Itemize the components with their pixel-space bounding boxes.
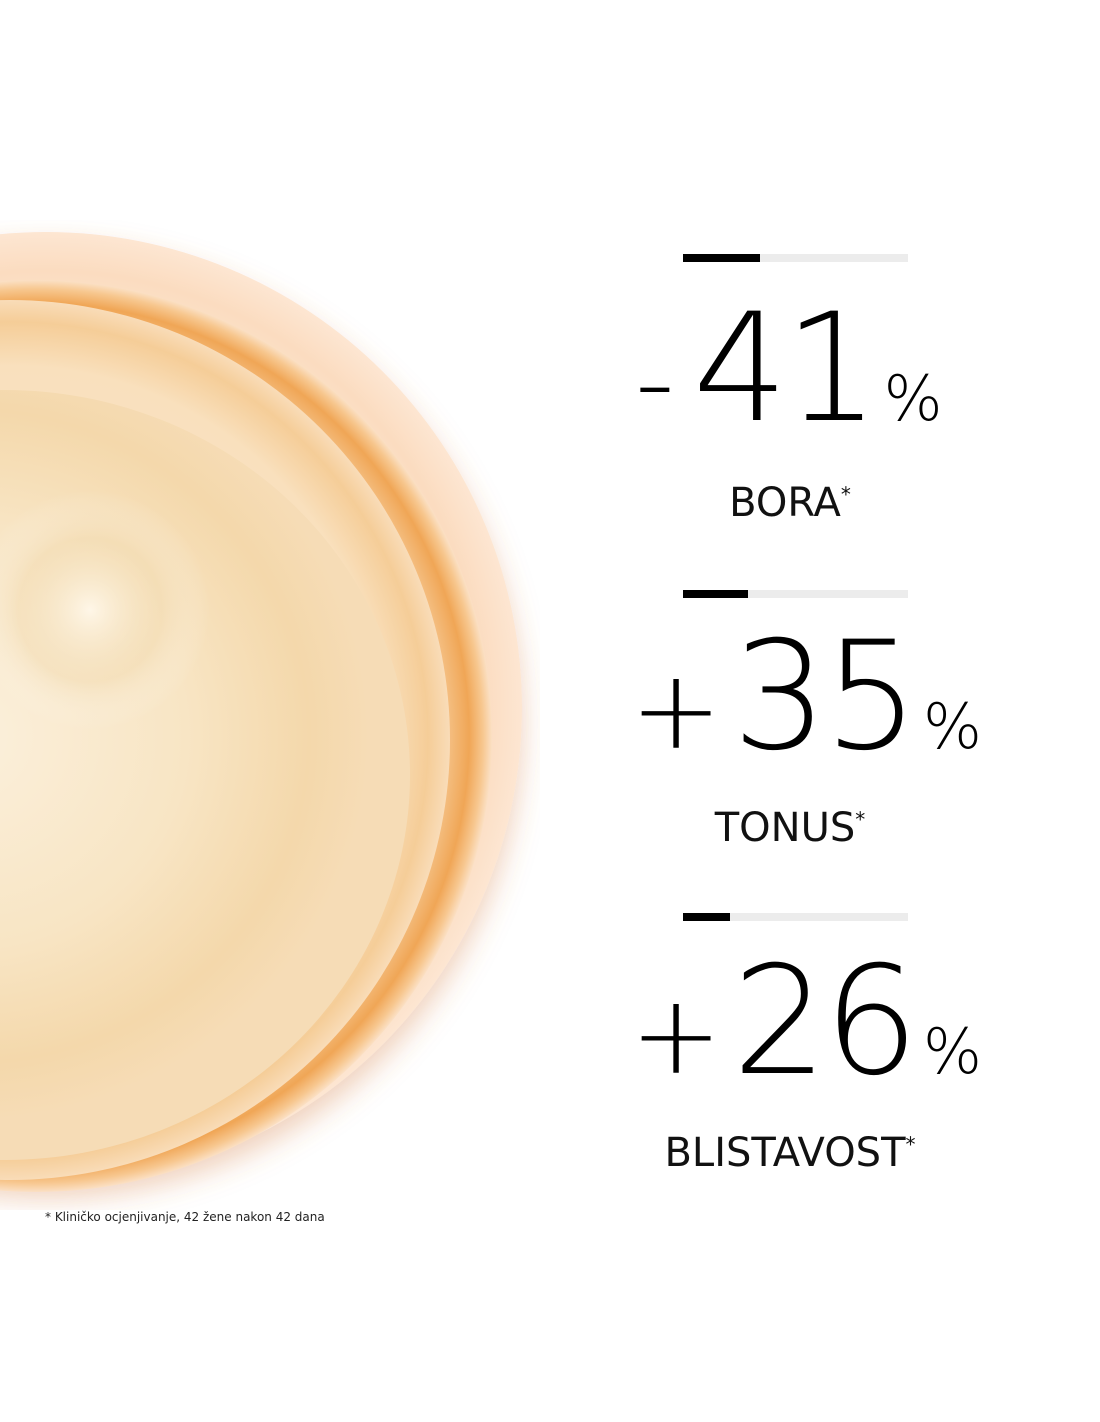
stat-radiance: +26% BLISTAVOST* [630, 913, 990, 1193]
stat-unit: % [923, 690, 982, 763]
progress-bar [683, 590, 908, 598]
stat-value: +26% [630, 935, 982, 1109]
stat-wrinkles: -41% BORA* [630, 252, 990, 532]
progress-bar-fill [683, 913, 731, 921]
stat-label-text: TONUS [714, 805, 856, 851]
footnote-mark: * [840, 482, 851, 507]
stat-value: +35% [630, 610, 982, 784]
stat-sign: - [635, 318, 675, 446]
stat-label-text: BLISTAVOST [664, 1130, 906, 1176]
cream-jar-image [0, 232, 522, 1192]
stat-label: BLISTAVOST* [640, 1130, 940, 1176]
stat-value: -41% [635, 282, 943, 456]
stat-unit: % [923, 1015, 982, 1088]
progress-bar [683, 913, 908, 921]
stat-sign: + [630, 646, 723, 774]
cream-swirl [0, 490, 210, 730]
progress-bar-fill [683, 590, 749, 598]
stat-label-text: BORA [729, 480, 841, 526]
footnote: * Kliničko ocjenjivanje, 42 žene nakon 4… [45, 1210, 325, 1224]
progress-bar [683, 254, 908, 262]
progress-bar-fill [683, 254, 760, 262]
stat-number: 35 [732, 610, 919, 784]
footnote-mark: * [855, 807, 866, 832]
stat-number: 26 [732, 935, 919, 1109]
stat-label: TONUS* [630, 805, 950, 851]
stat-unit: % [883, 362, 943, 435]
stat-label: BORA* [630, 480, 950, 526]
footnote-mark: * [905, 1132, 916, 1157]
stat-sign: + [630, 971, 723, 1099]
stat-number: 41 [692, 282, 880, 456]
stat-tone: +35% TONUS* [630, 590, 990, 870]
